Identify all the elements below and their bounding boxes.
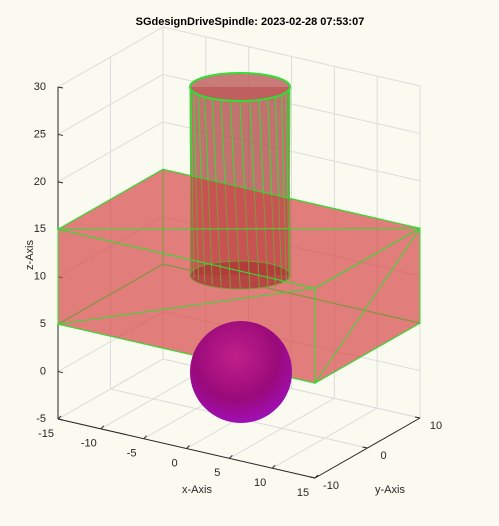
z-tick-label: 20 bbox=[34, 176, 46, 188]
z-tick-label: 0 bbox=[40, 365, 46, 377]
cylinder-top bbox=[189, 72, 291, 102]
cylinder-edge bbox=[197, 94, 206, 283]
cylinder-edge bbox=[189, 86, 192, 276]
x-tick bbox=[186, 445, 190, 449]
cylinder-edge bbox=[193, 92, 200, 281]
y-axis-line bbox=[314, 417, 421, 479]
cylinder-edge bbox=[288, 86, 291, 276]
z-tick bbox=[57, 133, 64, 136]
cylinder-edge bbox=[239, 100, 251, 290]
cylinder-edge bbox=[211, 98, 222, 287]
z-tick bbox=[57, 371, 64, 374]
sphere bbox=[190, 321, 292, 423]
cylinder bbox=[189, 72, 291, 290]
y-grid-line bbox=[162, 27, 421, 419]
z-tick-label: 15 bbox=[34, 223, 46, 235]
x-axis-line bbox=[57, 418, 316, 479]
cylinder-edge bbox=[190, 89, 195, 278]
x-tick bbox=[143, 435, 148, 440]
cylinder-edge bbox=[229, 100, 241, 289]
x-tick-label: 0 bbox=[171, 457, 177, 469]
x-tick-label: 5 bbox=[214, 467, 220, 479]
scene bbox=[56, 72, 422, 423]
cylinder-edge bbox=[249, 100, 260, 289]
x-tick bbox=[228, 454, 233, 459]
y-tick-label: -10 bbox=[323, 480, 339, 492]
x-tick-label: -15 bbox=[38, 428, 54, 440]
chart-title: SGdesignDriveSpindle: 2023-02-28 07:53:0… bbox=[136, 16, 365, 28]
x-tick bbox=[100, 425, 105, 430]
z-tick bbox=[57, 181, 64, 184]
y-tick bbox=[414, 416, 421, 419]
block-diagonal bbox=[57, 227, 421, 230]
cylinder-edge bbox=[204, 96, 213, 285]
z-tick-label: 30 bbox=[34, 81, 46, 93]
cylinder-edge bbox=[274, 96, 283, 285]
z-tick-label: -5 bbox=[36, 413, 46, 425]
block-diagonal bbox=[314, 228, 421, 384]
z-tick-label: 10 bbox=[34, 271, 46, 283]
x-tick-label: -10 bbox=[81, 438, 97, 450]
z-tick bbox=[57, 86, 64, 89]
z-axis-label: z-Axis bbox=[24, 240, 36, 270]
axes: -5 0 5 10 15 20 25 30 -15 -10 -5 0 5 10 15 -10 0 10 bbox=[34, 81, 442, 499]
y-axis-label: y-Axis bbox=[375, 484, 405, 496]
x-tick-label: 15 bbox=[297, 487, 309, 499]
cylinder-edge bbox=[258, 99, 269, 288]
cylinder-edge bbox=[220, 99, 231, 288]
z-tick-label: 5 bbox=[40, 318, 46, 330]
x-axis-label: x-Axis bbox=[182, 484, 212, 496]
y-grid-line bbox=[110, 57, 368, 449]
y-tick-label: 10 bbox=[430, 420, 442, 432]
block-diagonal bbox=[57, 287, 316, 325]
y-tick bbox=[362, 446, 368, 449]
x-tick bbox=[271, 464, 276, 469]
cylinder-edge bbox=[267, 98, 276, 287]
x-tick-label: 10 bbox=[254, 477, 266, 489]
z-tick bbox=[57, 276, 64, 279]
y-tick-label: 0 bbox=[380, 450, 386, 462]
cylinder-edge bbox=[281, 94, 287, 283]
cylinder-edge bbox=[285, 92, 290, 281]
z-tick-label: 25 bbox=[34, 128, 46, 140]
grid bbox=[57, 26, 421, 479]
x-tick-label: -5 bbox=[127, 448, 137, 460]
